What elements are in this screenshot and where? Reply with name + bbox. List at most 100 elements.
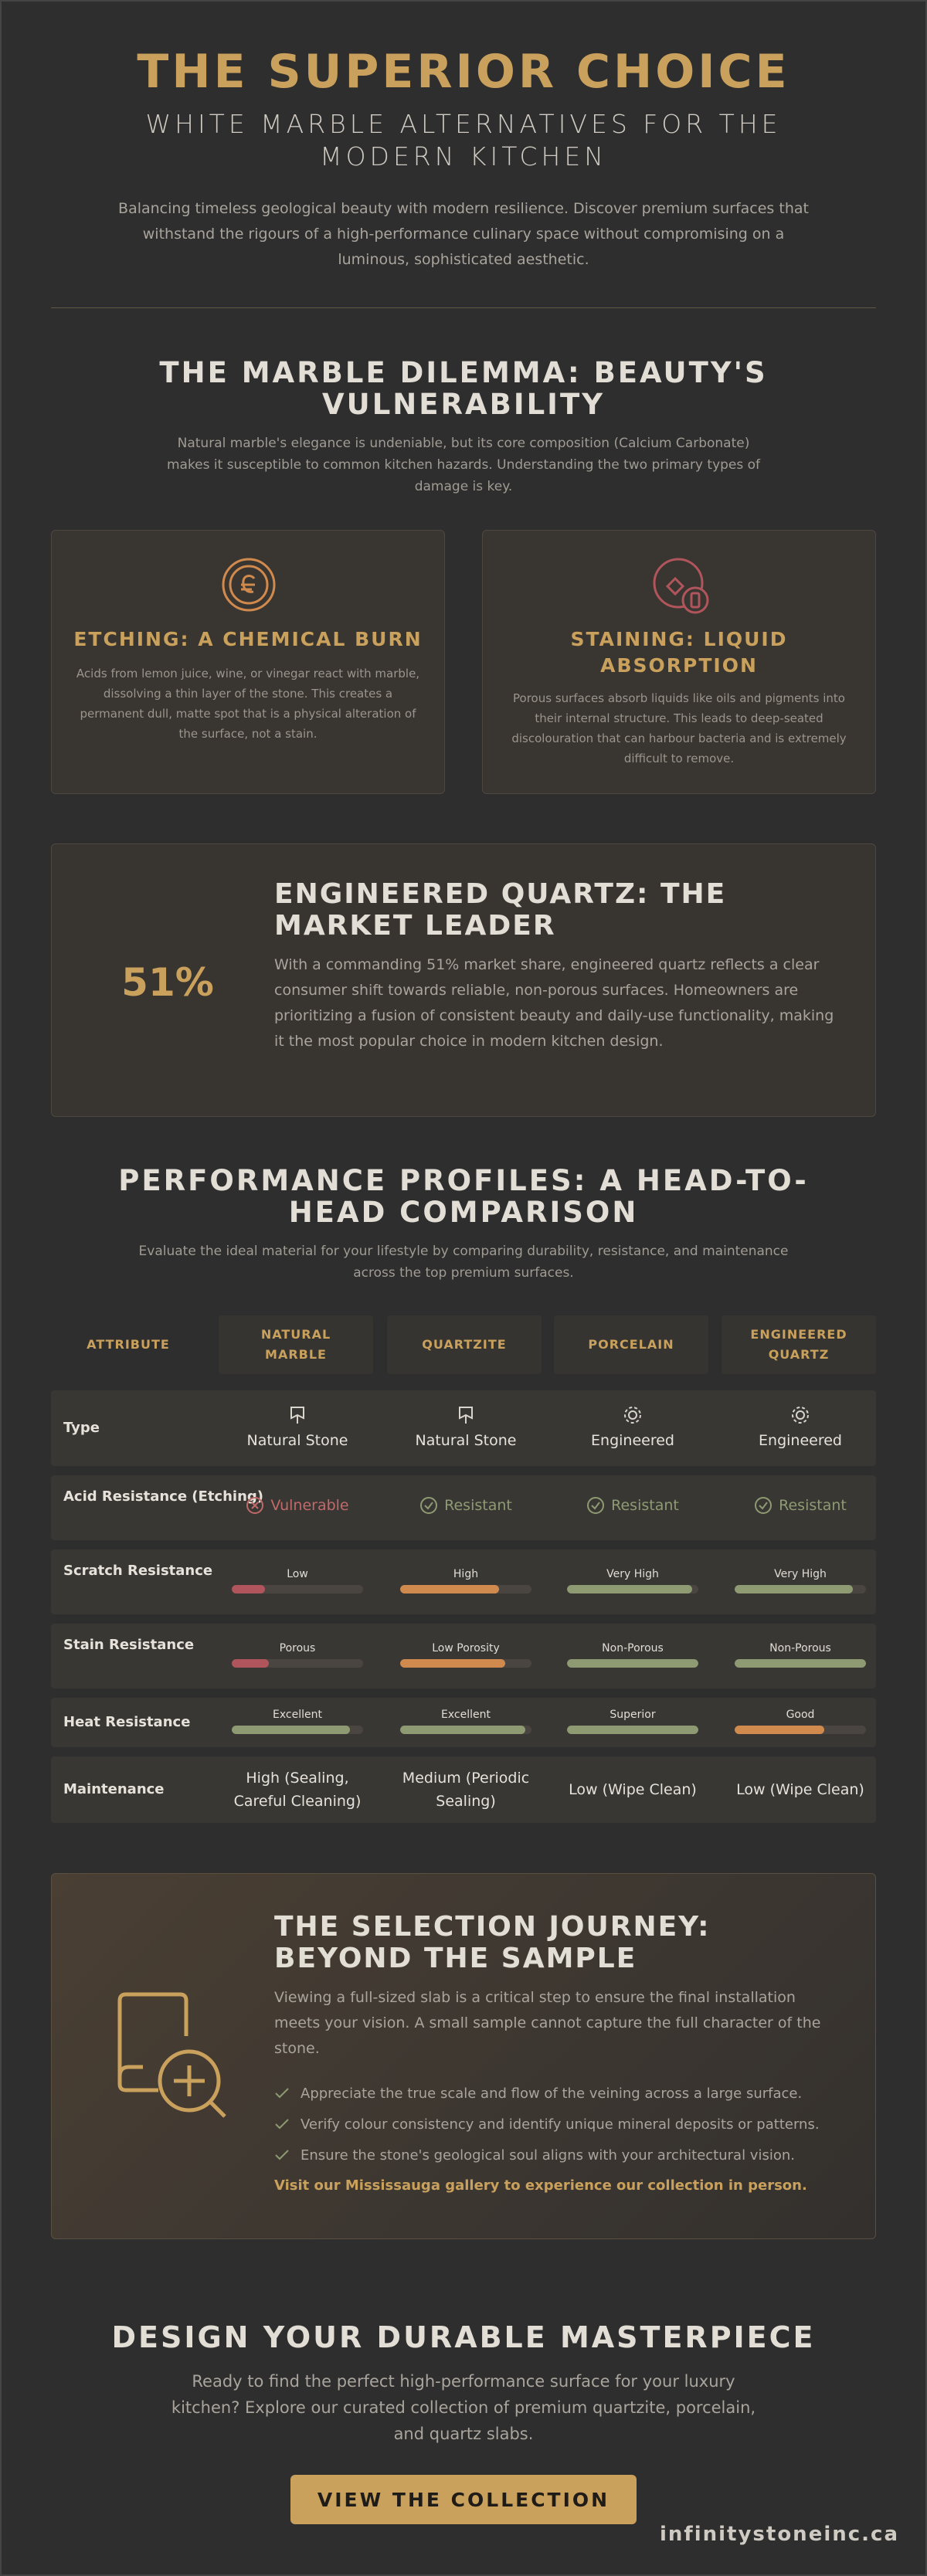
acid-cell: Resistant bbox=[553, 1496, 712, 1518]
level-bar-fill bbox=[232, 1659, 269, 1668]
flag-icon bbox=[290, 1407, 304, 1424]
dilemma-title: THE MARBLE DILEMMA: BEAUTY'S VULNERABILI… bbox=[159, 356, 768, 421]
table-row-maintenance: Maintenance High (Sealing, Careful Clean… bbox=[51, 1756, 876, 1823]
quartz-title: ENGINEERED QUARTZ: THE MARKET LEADER bbox=[274, 878, 727, 942]
level-bar bbox=[400, 1585, 531, 1593]
acid-value: Resistant bbox=[444, 1497, 512, 1514]
type-cell: Engineered bbox=[721, 1404, 880, 1452]
check-circle-icon bbox=[420, 1497, 438, 1514]
staining-card: STAINING: LIQUID ABSORPTION Porous surfa… bbox=[482, 530, 876, 794]
level-bar bbox=[567, 1585, 698, 1593]
stain-value: Low Porosity bbox=[432, 1642, 500, 1655]
scratch-value: Low bbox=[287, 1568, 308, 1580]
staining-icon bbox=[653, 558, 709, 614]
maintenance-value: Medium (Periodic Sealing) bbox=[402, 1770, 530, 1810]
list-item-text: Appreciate the true scale and flow of th… bbox=[301, 2085, 803, 2102]
header-natural-marble: NATURAL MARBLE bbox=[219, 1315, 373, 1374]
heat-cell: Excellent bbox=[386, 1709, 545, 1734]
level-bar bbox=[232, 1659, 363, 1668]
heat-cell: Good bbox=[721, 1709, 880, 1734]
hero-subtitle: WHITE MARBLE ALTERNATIVES FOR THE MODERN… bbox=[145, 109, 782, 171]
type-value: Natural Stone bbox=[246, 1432, 348, 1449]
etching-icon bbox=[222, 558, 276, 612]
scratch-value: Very High bbox=[774, 1568, 827, 1580]
level-bar-fill bbox=[735, 1726, 824, 1734]
heat-cell: Superior bbox=[553, 1709, 712, 1734]
site-url[interactable]: infinitystoneinc.ca bbox=[659, 2523, 899, 2546]
check-icon bbox=[275, 2150, 289, 2160]
type-cell: Natural Stone bbox=[386, 1404, 545, 1452]
heat-cell: Excellent bbox=[218, 1709, 377, 1734]
row-label: Maintenance bbox=[63, 1781, 165, 1797]
quartz-stat-card: 51% ENGINEERED QUARTZ: THE MARKET LEADER… bbox=[51, 843, 876, 1117]
header-quartzite: QUARTZITE bbox=[387, 1315, 542, 1374]
row-label: Type bbox=[63, 1420, 100, 1436]
header-engineered-quartz: ENGINEERED QUARTZ bbox=[722, 1315, 876, 1374]
level-bar-fill bbox=[567, 1585, 692, 1593]
scratch-value: Very High bbox=[606, 1568, 659, 1580]
journey-title: THE SELECTION JOURNEY: BEYOND THE SAMPLE bbox=[274, 1911, 711, 1974]
type-cell: Natural Stone bbox=[218, 1404, 377, 1452]
gallery-link[interactable]: Visit our Mississauga gallery to experie… bbox=[274, 2177, 807, 2194]
acid-value: Vulnerable bbox=[270, 1497, 349, 1514]
table-row-type: Type Natural Stone Natural Stone Enginee… bbox=[51, 1390, 876, 1466]
table-row-scratch: Scratch Resistance Low High Very High Ve… bbox=[51, 1549, 876, 1614]
level-bar bbox=[232, 1585, 363, 1593]
table-row-stain: Stain Resistance Porous Low Porosity Non… bbox=[51, 1624, 876, 1688]
acid-value: Resistant bbox=[779, 1497, 847, 1514]
level-bar-fill bbox=[232, 1585, 265, 1593]
acid-cell: Vulnerable bbox=[218, 1496, 377, 1518]
header-attribute: ATTRIBUTE bbox=[87, 1337, 170, 1352]
maintenance-value: Low (Wipe Clean) bbox=[736, 1781, 864, 1798]
hero-title: THE SUPERIOR CHOICE bbox=[137, 45, 790, 99]
acid-value: Resistant bbox=[611, 1497, 679, 1514]
x-circle-icon bbox=[246, 1497, 264, 1514]
stain-value: Porous bbox=[279, 1642, 316, 1655]
final-title: DESIGN YOUR DURABLE MASTERPIECE bbox=[111, 2320, 816, 2354]
level-bar-fill bbox=[735, 1585, 853, 1593]
journey-list: Appreciate the true scale and flow of th… bbox=[274, 2078, 846, 2170]
level-bar bbox=[232, 1726, 363, 1734]
divider bbox=[51, 307, 876, 308]
comparison-title: PERFORMANCE PROFILES: A HEAD-TO-HEAD COM… bbox=[118, 1164, 809, 1229]
list-item: Verify colour consistency and identify u… bbox=[274, 2109, 846, 2140]
heat-value: Excellent bbox=[273, 1709, 322, 1721]
list-item-text: Ensure the stone's geological soul align… bbox=[301, 2147, 795, 2164]
stain-cell: Non-Porous bbox=[721, 1642, 880, 1668]
stain-value: Non-Porous bbox=[769, 1642, 831, 1655]
view-collection-button[interactable]: VIEW THE COLLECTION bbox=[290, 2475, 637, 2524]
row-label: Acid Resistance (Etching) bbox=[63, 1488, 264, 1505]
final-text: Ready to find the perfect high-performan… bbox=[171, 2372, 756, 2443]
level-bar bbox=[735, 1726, 866, 1734]
scratch-value: High bbox=[453, 1568, 479, 1580]
table-row-acid: Acid Resistance (Etching) Vulnerable Res… bbox=[51, 1475, 876, 1540]
maintenance-value: Low (Wipe Clean) bbox=[569, 1781, 697, 1798]
stain-cell: Porous bbox=[218, 1642, 377, 1668]
list-item: Appreciate the true scale and flow of th… bbox=[274, 2078, 846, 2109]
level-bar-fill bbox=[232, 1726, 350, 1734]
inspect-sample-icon bbox=[117, 1992, 226, 2118]
maintenance-value: High (Sealing, Careful Cleaning) bbox=[233, 1770, 362, 1810]
row-label: Heat Resistance bbox=[63, 1714, 191, 1730]
etching-text: Acids from lemon juice, wine, or vinegar… bbox=[76, 667, 420, 741]
type-value: Engineered bbox=[591, 1432, 674, 1449]
scratch-cell: High bbox=[386, 1568, 545, 1593]
journey-text: Viewing a full-sized slab is a critical … bbox=[274, 1989, 821, 2057]
check-circle-icon bbox=[587, 1497, 605, 1514]
heat-value: Excellent bbox=[441, 1709, 491, 1721]
stain-cell: Non-Porous bbox=[553, 1642, 712, 1668]
check-circle-icon bbox=[755, 1497, 772, 1514]
heat-value: Superior bbox=[610, 1709, 656, 1721]
scratch-cell: Low bbox=[218, 1568, 377, 1593]
acid-cell: Resistant bbox=[386, 1496, 545, 1518]
level-bar-fill bbox=[567, 1659, 698, 1668]
list-item-text: Verify colour consistency and identify u… bbox=[301, 2116, 820, 2133]
level-bar bbox=[567, 1726, 698, 1734]
check-icon bbox=[275, 2119, 289, 2130]
dilemma-text: Natural marble's elegance is undeniable,… bbox=[166, 436, 761, 494]
gear-icon bbox=[792, 1407, 809, 1424]
level-bar bbox=[735, 1585, 866, 1593]
level-bar-fill bbox=[735, 1659, 866, 1668]
staining-title: STAINING: LIQUID ABSORPTION bbox=[570, 628, 788, 677]
